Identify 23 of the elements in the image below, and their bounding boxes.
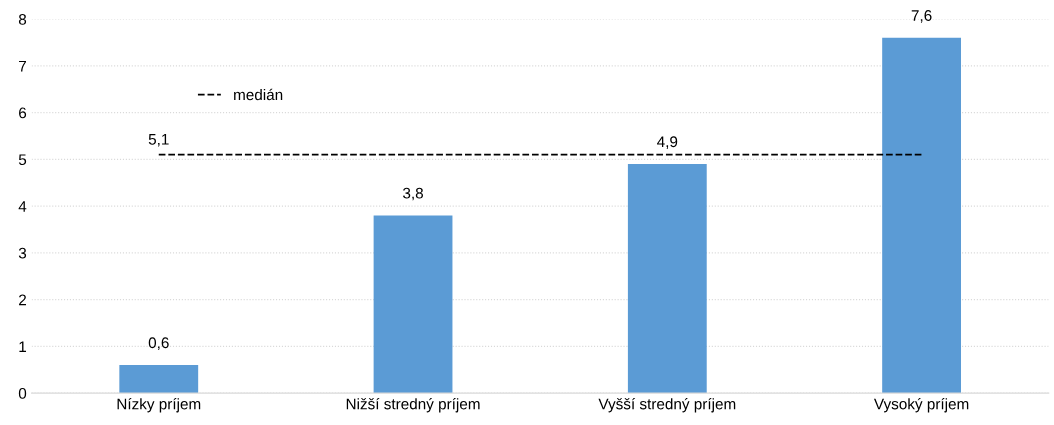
bar [882,37,961,394]
y-tick-label: 2 [19,294,26,306]
x-tick-label: Vysoký príjem [873,397,969,413]
bar [373,215,453,394]
legend-label: medián [234,88,283,101]
data-label: 4,9 [657,136,678,149]
y-tick-label: 6 [19,107,27,119]
y-tick-label: 4 [18,201,27,212]
y-tick-label: 3 [18,247,27,259]
bar [627,164,707,394]
y-tick-label: 1 [19,341,27,352]
x-tick-label: Vyšší stredný príjem [598,397,736,413]
data-label: 0,6 [148,337,169,350]
x-tick-label: Nižší stredný príjem [346,397,480,413]
x-tick-label: Nízky príjem [117,397,201,413]
bar [119,365,199,394]
y-tick-label: 0 [18,387,27,399]
y-tick-label: 7 [19,60,26,72]
y-tick-label: 8 [18,13,27,25]
data-label: 7,6 [911,10,932,23]
data-label: 3,8 [403,187,423,201]
data-label: 5,1 [148,134,169,147]
y-tick-label: 5 [18,154,27,166]
